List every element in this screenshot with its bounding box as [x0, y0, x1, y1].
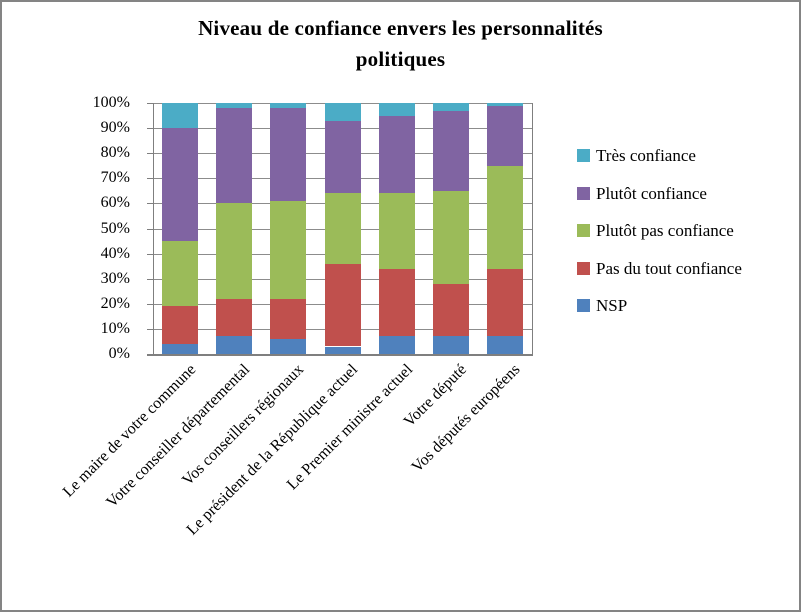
y-axis-tick-label: 100% — [92, 94, 130, 111]
bar-segment[interactable] — [433, 103, 469, 111]
y-axis-tick — [147, 304, 153, 305]
y-axis-tick — [147, 153, 153, 154]
legend-swatch — [577, 299, 590, 313]
legend-item-label: Plutôt confiance — [596, 183, 707, 203]
legend-swatch — [577, 261, 590, 275]
y-axis-tick-label: 20% — [100, 295, 130, 312]
bar-segment[interactable] — [270, 108, 306, 201]
bar-segment[interactable] — [325, 103, 361, 121]
legend-item-label: NSP — [596, 296, 628, 316]
y-axis-tick-label: 70% — [100, 169, 130, 186]
bar-segment[interactable] — [325, 120, 361, 194]
bar-segment[interactable] — [162, 344, 198, 354]
y-axis-tick-label: 30% — [100, 270, 130, 287]
bar-segment[interactable] — [433, 336, 469, 354]
bar-segment[interactable] — [325, 346, 361, 354]
y-axis-tick-label: 80% — [100, 144, 130, 161]
plot-right-border — [532, 103, 533, 355]
bar-segment[interactable] — [162, 103, 198, 129]
bar-segment[interactable] — [216, 203, 252, 299]
bar-segment[interactable] — [325, 193, 361, 264]
y-axis-tick — [147, 254, 153, 255]
x-axis-label: Vos députés européens — [409, 361, 524, 476]
bar-segment[interactable] — [379, 193, 415, 269]
legend-swatch — [577, 149, 590, 162]
bar-segment[interactable] — [270, 338, 306, 354]
y-axis-tick-label: 50% — [100, 220, 130, 237]
y-axis-tick-label: 40% — [100, 245, 130, 262]
y-axis-tick-label: 60% — [100, 194, 130, 211]
bar-segment[interactable] — [487, 105, 523, 166]
y-axis-line — [153, 103, 154, 355]
y-axis-tick — [147, 103, 153, 104]
y-axis-tick — [147, 178, 153, 179]
bar-segment[interactable] — [379, 336, 415, 354]
bar-segment[interactable] — [433, 110, 469, 191]
bar-segment[interactable] — [379, 103, 415, 116]
bar-segment[interactable] — [216, 108, 252, 204]
y-axis-tick — [147, 279, 153, 280]
y-axis-tick — [147, 354, 153, 355]
legend-item-label: Plutôt pas confiance — [596, 221, 734, 241]
bar-segment[interactable] — [216, 103, 252, 108]
bar-segment[interactable] — [487, 268, 523, 337]
bar-segment[interactable] — [433, 283, 469, 337]
bar-segment[interactable] — [216, 336, 252, 354]
chart-title-line2: politiques — [355, 47, 446, 71]
y-axis-tick — [147, 329, 153, 330]
y-axis-tick — [147, 229, 153, 230]
bar-segment[interactable] — [162, 128, 198, 242]
y-axis-tick-label: 10% — [100, 320, 130, 337]
bar-segment[interactable] — [270, 103, 306, 108]
legend-swatch — [577, 224, 590, 238]
bar-segment[interactable] — [379, 115, 415, 194]
bar-segment[interactable] — [162, 241, 198, 307]
x-axis-line — [147, 354, 533, 356]
bar-segment[interactable] — [270, 298, 306, 339]
bar-segment[interactable] — [433, 190, 469, 284]
bar-segment[interactable] — [270, 200, 306, 299]
legend-item-label: Très confiance — [596, 146, 696, 165]
chart-title[interactable]: Niveau de confiance envers les personnal… — [0, 13, 801, 75]
bar-segment[interactable] — [487, 165, 523, 269]
y-axis-tick-label: 0% — [108, 345, 130, 362]
bar-segment[interactable] — [379, 268, 415, 337]
chart-title-line1: Niveau de confiance envers les personnal… — [198, 16, 603, 40]
y-axis-tick-label: 90% — [100, 119, 130, 136]
legend-item-label: Pas du tout confiance — [596, 258, 742, 278]
bar-segment[interactable] — [487, 103, 523, 106]
bar-segment[interactable] — [487, 336, 523, 354]
legend-swatch — [577, 186, 590, 200]
bar-segment[interactable] — [162, 306, 198, 344]
bar-segment[interactable] — [216, 298, 252, 337]
y-axis-tick — [147, 128, 153, 129]
y-axis-tick — [147, 203, 153, 204]
bar-segment[interactable] — [325, 263, 361, 347]
